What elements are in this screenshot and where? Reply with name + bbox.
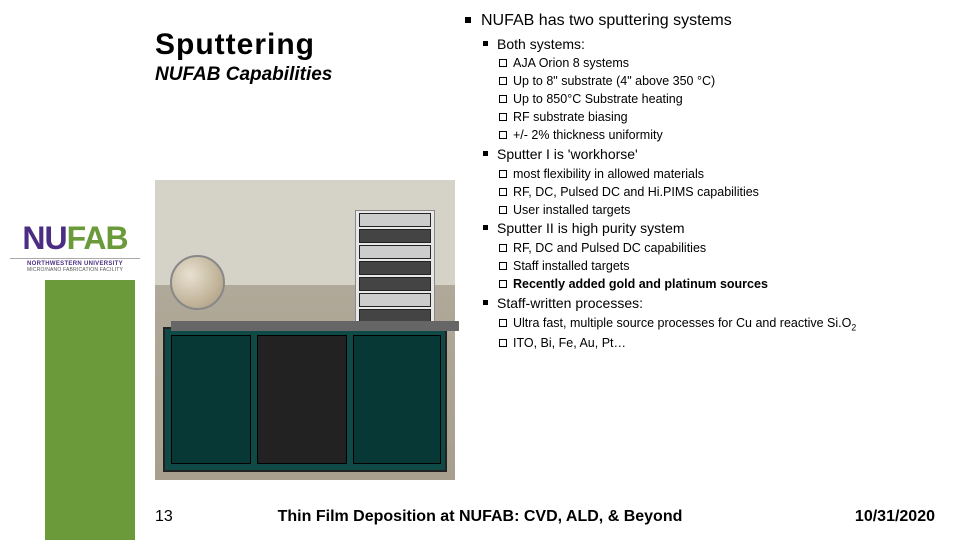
bullet-item: AJA Orion 8 systems [465,55,945,72]
heading: NUFAB has two sputtering systems [465,10,945,32]
logo-text: NUFAB [10,220,140,257]
section-label: Both systems: [465,35,945,54]
section-label: Sputter II is high purity system [465,219,945,238]
bullet-item: Recently added gold and platinum sources [465,276,945,293]
bullet-item: Up to 850°C Substrate heating [465,91,945,108]
section-label: Sputter I is 'workhorse' [465,145,945,164]
bullet-item: RF, DC and Pulsed DC capabilities [465,240,945,257]
bullet-item: Ultra fast, multiple source processes fo… [465,315,945,334]
nufab-logo: NUFAB NORTHWESTERN UNIVERSITY MICRO/NANO… [10,220,140,273]
bullet-item: User installed targets [465,202,945,219]
footer-date: 10/31/2020 [855,508,935,526]
bullet-item: most flexibility in allowed materials [465,166,945,183]
slide-title: Sputtering [155,28,455,62]
footer-title: Thin Film Deposition at NUFAB: CVD, ALD,… [278,508,683,526]
bullet-item: +/- 2% thickness uniformity [465,127,945,144]
bullet-item: Up to 8" substrate (4" above 350 °C) [465,73,945,90]
bullet-item: Staff installed targets [465,258,945,275]
logo-line2: MICRO/NANO FABRICATION FACILITY [10,267,140,273]
logo-line1: NORTHWESTERN UNIVERSITY [10,258,140,267]
section-label: Staff-written processes: [465,294,945,313]
title-block: Sputtering NUFAB Capabilities [155,28,455,86]
content-outline: NUFAB has two sputtering systems Both sy… [465,10,945,353]
bullet-item: ITO, Bi, Fe, Au, Pt… [465,335,945,352]
equipment-photo [155,180,455,480]
bullet-item: RF, DC, Pulsed DC and Hi.PIMS capabiliti… [465,184,945,201]
slide-subtitle: NUFAB Capabilities [155,64,455,86]
page-number: 13 [155,508,173,526]
accent-bar [45,280,135,540]
bullet-item: RF substrate biasing [465,109,945,126]
